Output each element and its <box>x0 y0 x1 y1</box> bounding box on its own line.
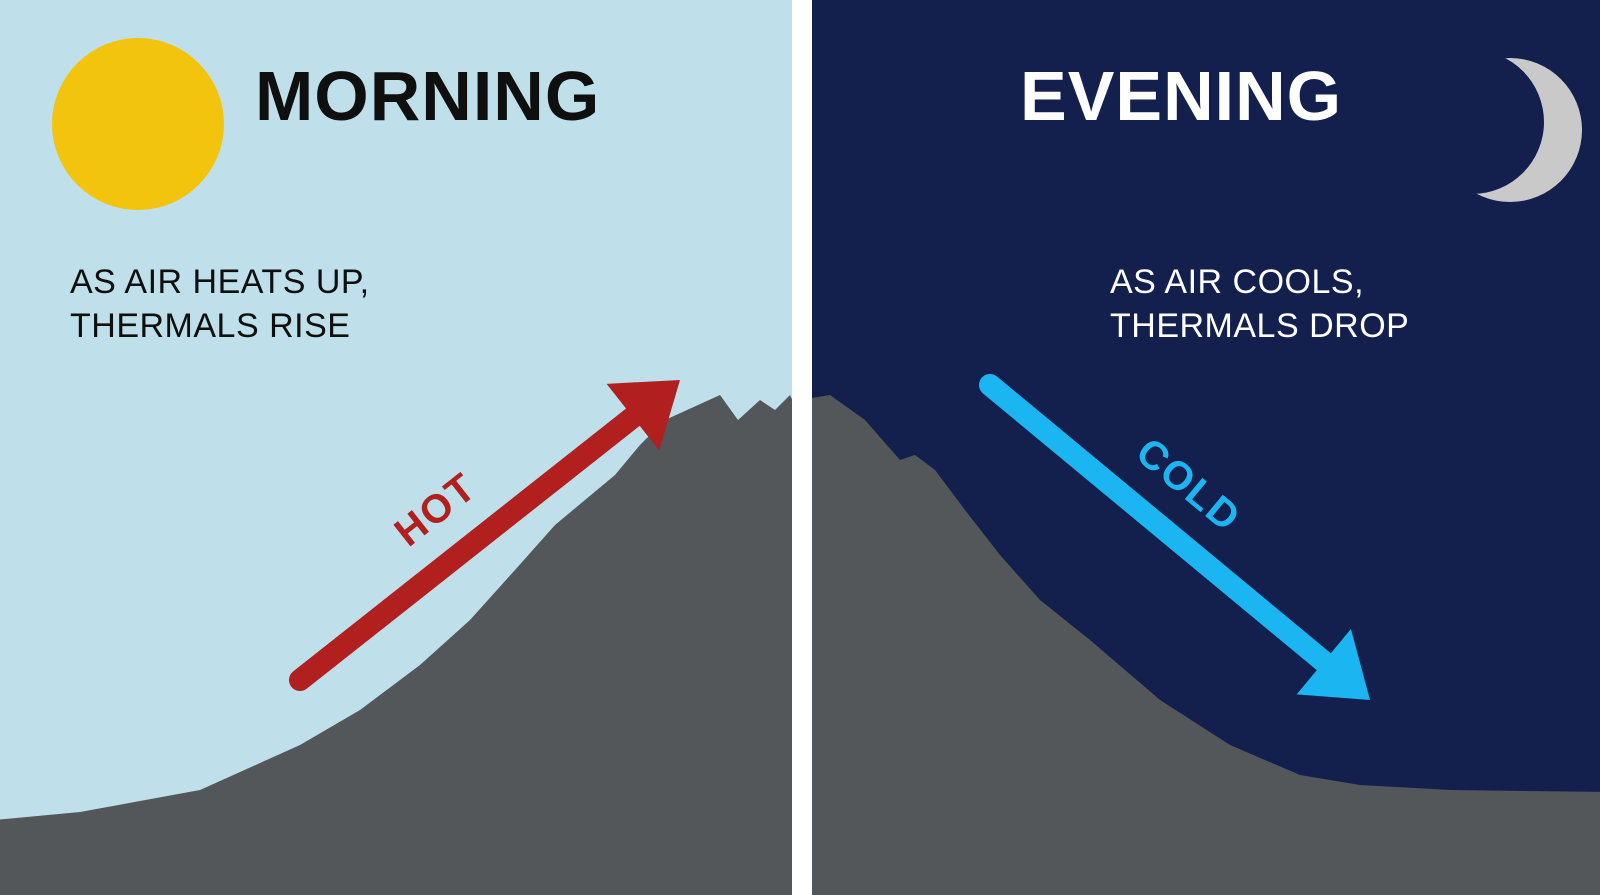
evening-desc: AS AIR COOLS, THERMALS DROP <box>1110 260 1409 348</box>
moon-icon <box>1438 58 1582 202</box>
panel-divider <box>792 0 812 895</box>
thermals-diagram: HOTCOLD MORNING AS AIR HEATS UP, THERMALS… <box>0 0 1600 895</box>
morning-title: MORNING <box>255 56 600 136</box>
morning-desc: AS AIR HEATS UP, THERMALS RISE <box>70 260 370 348</box>
sun-icon <box>52 38 224 210</box>
diagram-svg: HOTCOLD <box>0 0 1600 895</box>
evening-title: EVENING <box>1020 56 1342 136</box>
